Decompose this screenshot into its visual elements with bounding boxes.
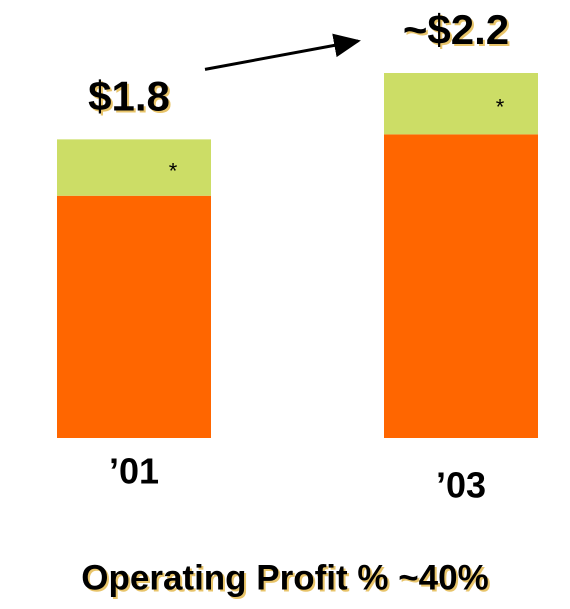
bar-segment bbox=[384, 73, 538, 135]
bar-segment bbox=[57, 195, 211, 438]
segment-label: * bbox=[496, 95, 505, 120]
bar-segment bbox=[57, 139, 211, 196]
total-label: ~$2.2 bbox=[403, 6, 509, 53]
subtitle: Operating Profit % ~40% bbox=[81, 558, 488, 597]
x-tick-label: ’03 bbox=[436, 465, 486, 506]
trend-arrow bbox=[204, 33, 361, 71]
x-tick-label: ’01 bbox=[109, 451, 159, 492]
total-label: $1.8 bbox=[88, 72, 170, 119]
bar-segment bbox=[384, 134, 538, 439]
segment-label: * bbox=[169, 158, 178, 183]
